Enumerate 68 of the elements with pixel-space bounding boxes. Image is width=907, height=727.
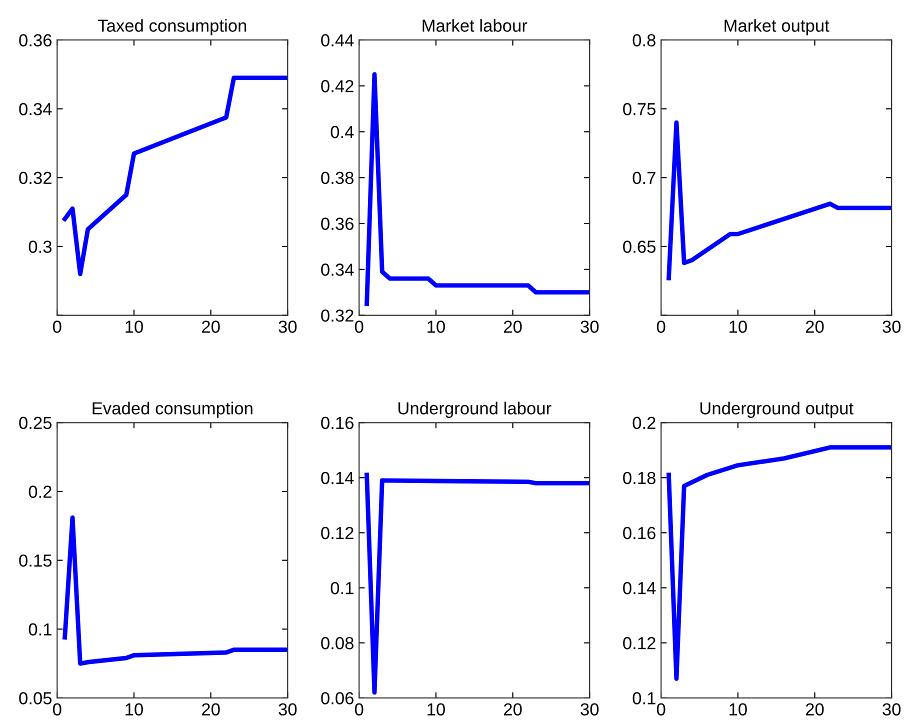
line-series	[364, 472, 590, 695]
x-tick-label: 20	[202, 703, 220, 716]
chart-title: Market output	[724, 19, 830, 36]
y-tick-label: 0.12	[623, 637, 656, 650]
y-tick-label: 0.3	[28, 240, 52, 253]
x-tick-label: 0	[354, 320, 364, 333]
y-tick-label: 0.1	[28, 623, 52, 636]
y-tick-label: 0.2	[632, 416, 656, 430]
chart-title: Underground labour	[398, 402, 552, 418]
chart-title: Market labour	[422, 19, 528, 32]
y-tick-label: 0.1	[632, 692, 656, 704]
y-tick-label: 0.65	[623, 240, 656, 253]
y-tick-label: 0.34	[321, 264, 354, 276]
x-tick-label: 0	[656, 320, 666, 333]
x-tick-label: 10	[126, 320, 143, 333]
x-tick-label: 10	[730, 320, 747, 333]
chart-title: Evaded consumption	[92, 402, 252, 418]
chart-title: Underground output	[700, 402, 854, 418]
x-tick-label: 30	[882, 320, 901, 333]
y-tick-label: 0.16	[623, 526, 656, 540]
x-tick-label: 10	[126, 703, 143, 716]
x-tick-label: 30	[580, 320, 599, 333]
y-tick-label: 0.34	[19, 102, 52, 116]
y-tick-label: 0.75	[623, 102, 656, 116]
x-tick-label: 20	[504, 703, 522, 716]
y-tick-label: 0.2	[28, 486, 52, 498]
line-series	[364, 72, 590, 306]
y-tick-label: 0.16	[321, 416, 354, 430]
line-series	[666, 445, 892, 681]
y-tick-label: 0.25	[19, 416, 52, 430]
y-tick-label: 0.05	[19, 692, 52, 704]
x-tick-label: 20	[806, 320, 824, 333]
y-tick-label: 0.18	[623, 472, 656, 484]
x-tick-label: 10	[428, 703, 445, 716]
line-series	[666, 120, 892, 280]
y-tick-label: 0.36	[321, 218, 354, 230]
y-tick-label: 0.7	[632, 172, 656, 184]
y-tick-label: 0.1	[330, 582, 354, 594]
x-tick-label: 0	[354, 703, 364, 716]
y-tick-label: 0.42	[321, 80, 354, 92]
x-tick-label: 30	[278, 703, 297, 716]
y-tick-label: 0.14	[623, 582, 656, 594]
x-tick-label: 10	[730, 703, 747, 716]
line-series	[62, 76, 288, 276]
x-tick-label: 20	[504, 320, 522, 333]
y-tick-label: 0.8	[632, 34, 656, 46]
y-tick-label: 0.4	[330, 126, 354, 138]
x-tick-label: 0	[656, 703, 666, 716]
x-tick-label: 20	[806, 703, 824, 716]
y-tick-label: 0.32	[19, 172, 52, 184]
y-tick-label: 0.06	[321, 692, 354, 704]
y-tick-label: 0.44	[321, 34, 354, 46]
x-tick-label: 30	[278, 320, 297, 333]
y-tick-label: 0.38	[321, 172, 354, 184]
chart-title: Taxed consumption	[98, 19, 246, 36]
y-tick-label: 0.14	[321, 472, 354, 484]
y-tick-label: 0.32	[321, 309, 354, 322]
y-tick-label: 0.08	[321, 637, 354, 650]
line-series	[62, 515, 288, 666]
x-tick-label: 0	[52, 703, 62, 716]
y-tick-label: 0.15	[19, 554, 52, 567]
x-tick-label: 0	[52, 320, 62, 333]
y-tick-label: 0.36	[19, 34, 52, 46]
x-tick-label: 10	[428, 320, 445, 333]
x-tick-label: 30	[882, 703, 901, 716]
x-tick-label: 20	[202, 320, 220, 333]
y-tick-label: 0.12	[321, 526, 354, 540]
x-tick-label: 30	[580, 703, 599, 716]
